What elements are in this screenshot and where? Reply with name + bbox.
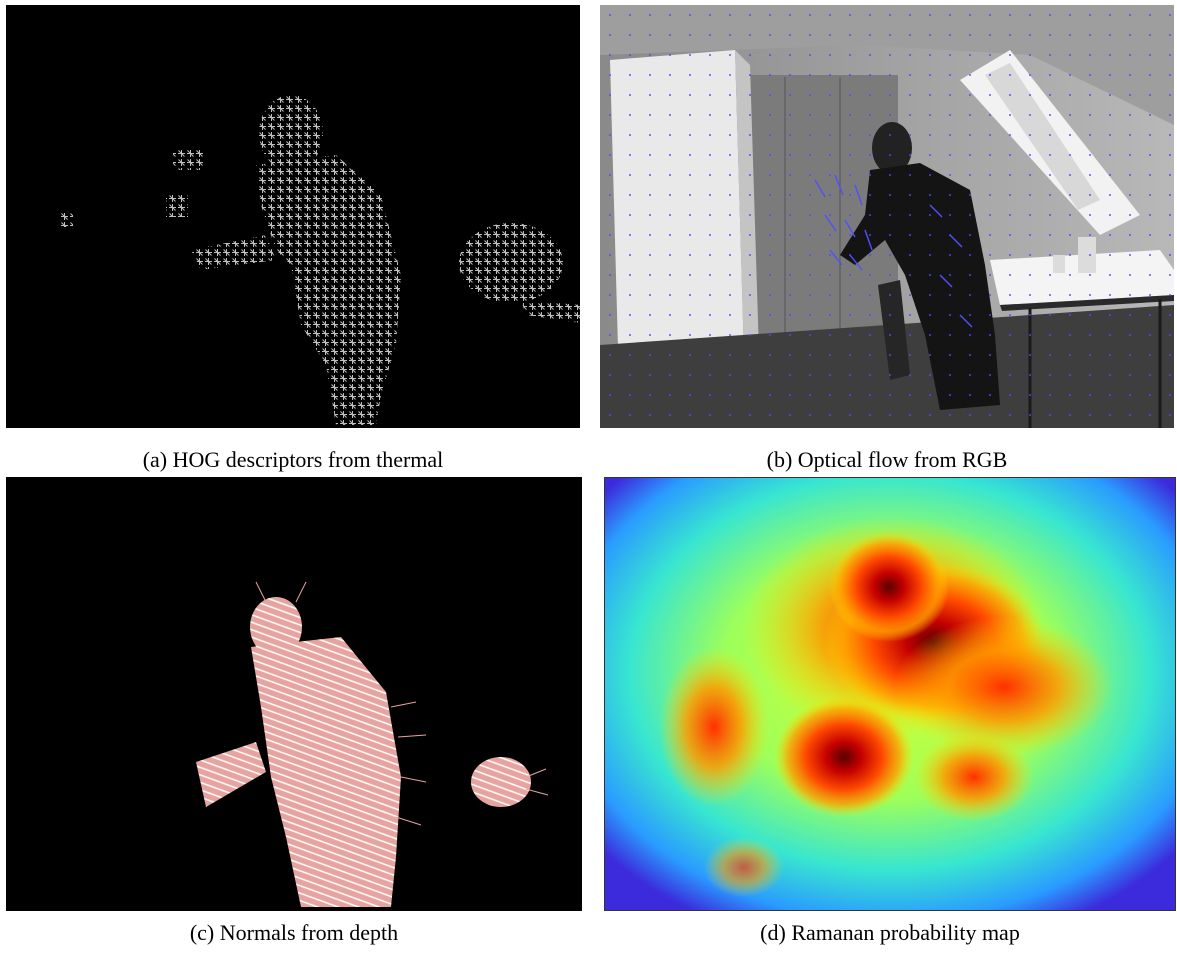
caption-d: (d) Ramanan probability map [760, 920, 1020, 945]
normals-depth-image [6, 477, 582, 911]
optical-flow-rgb-image [600, 5, 1174, 428]
caption-b: (b) Optical flow from RGB [766, 447, 1008, 472]
ramanan-probability-map [604, 477, 1176, 911]
hog-thermal-image [6, 5, 580, 428]
caption-c: (c) Normals from depth [189, 920, 399, 945]
caption-a: (a) HOG descriptors from thermal [142, 447, 444, 472]
